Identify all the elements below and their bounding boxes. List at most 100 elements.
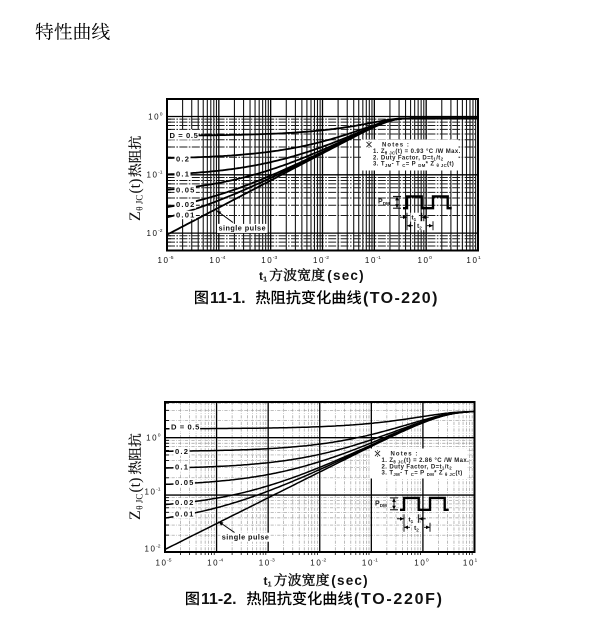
svg-text:10: 10	[209, 256, 221, 265]
svg-text:JM: JM	[393, 472, 400, 477]
svg-text:0.02: 0.02	[175, 498, 195, 507]
svg-text:-1: -1	[374, 558, 379, 564]
svg-text:= P: = P	[406, 162, 416, 168]
svg-text:10: 10	[313, 256, 325, 265]
svg-text:P: P	[378, 199, 383, 206]
svg-text:-1: -1	[377, 255, 382, 261]
svg-text:10: 10	[310, 559, 322, 568]
svg-text:DM: DM	[383, 201, 390, 206]
svg-text:= P: = P	[414, 471, 424, 477]
svg-text:θ JC: θ JC	[135, 195, 145, 211]
svg-text:-3: -3	[270, 558, 275, 564]
svg-text:2: 2	[441, 157, 444, 162]
svg-text:2: 2	[416, 527, 419, 532]
svg-text:1: 1	[478, 255, 481, 261]
svg-text:t: t	[259, 269, 263, 283]
svg-text:Z: Z	[127, 211, 144, 221]
svg-text:t: t	[414, 525, 417, 532]
svg-text:10: 10	[207, 559, 219, 568]
svg-text:(TO-220): (TO-220)	[363, 290, 439, 307]
svg-text:- T: - T	[392, 162, 401, 168]
svg-text:0.01: 0.01	[176, 211, 196, 220]
svg-text:(t): (t)	[456, 471, 463, 477]
svg-text:D = 0.5: D = 0.5	[170, 131, 199, 140]
svg-text:θ JC: θ JC	[445, 472, 456, 477]
svg-text:-2: -2	[158, 228, 163, 234]
svg-text:1: 1	[268, 580, 272, 589]
svg-text:10: 10	[158, 256, 170, 265]
svg-text:(TO-220F): (TO-220F)	[354, 591, 444, 608]
svg-text:10: 10	[148, 112, 160, 121]
svg-text:JM: JM	[385, 163, 392, 168]
svg-text:θ JC: θ JC	[385, 150, 396, 155]
svg-text:0.02: 0.02	[176, 200, 196, 209]
svg-text:3. T: 3. T	[382, 471, 394, 477]
svg-text:(t) = 0.93 °C /W Max.: (t) = 0.93 °C /W Max.	[395, 149, 460, 155]
svg-text:-4: -4	[219, 558, 224, 564]
svg-text:t: t	[411, 215, 414, 222]
svg-text:0: 0	[429, 255, 432, 261]
svg-text:0: 0	[160, 111, 163, 117]
svg-text:-1: -1	[158, 170, 163, 176]
svg-text:10: 10	[362, 559, 374, 568]
svg-text:Notes :: Notes :	[391, 452, 419, 458]
svg-text:(t): (t)	[127, 478, 144, 493]
svg-text:DM: DM	[418, 163, 426, 168]
svg-text:θ JC: θ JC	[135, 494, 145, 510]
svg-text:10: 10	[145, 488, 157, 497]
svg-text:-5: -5	[169, 255, 174, 261]
svg-text:10: 10	[261, 256, 273, 265]
svg-text:0.1: 0.1	[175, 463, 189, 472]
svg-text:10: 10	[147, 171, 159, 180]
svg-text:(t) = 2.86 °C /W Max.: (t) = 2.86 °C /W Max.	[404, 458, 469, 464]
svg-text:-2: -2	[325, 255, 330, 261]
svg-text:* Z: * Z	[434, 471, 443, 477]
svg-text:1: 1	[263, 275, 267, 284]
svg-text:1: 1	[475, 558, 478, 564]
svg-text:10: 10	[147, 229, 159, 238]
svg-text:11-1.: 11-1.	[210, 290, 246, 307]
svg-text:/t: /t	[445, 464, 449, 470]
svg-text:0.2: 0.2	[175, 447, 189, 456]
svg-text:DM: DM	[427, 472, 435, 477]
svg-text:(sec): (sec)	[327, 268, 365, 283]
svg-text:(sec): (sec)	[331, 573, 369, 588]
svg-text:-2: -2	[156, 543, 161, 549]
svg-text:11-2.: 11-2.	[201, 591, 237, 608]
svg-text:10: 10	[365, 256, 377, 265]
svg-text:-5: -5	[167, 558, 172, 564]
svg-text:10: 10	[259, 559, 271, 568]
svg-text:0: 0	[426, 558, 429, 564]
svg-text:t: t	[264, 574, 268, 588]
svg-text:0.05: 0.05	[175, 478, 195, 487]
svg-text:DM: DM	[380, 503, 387, 508]
svg-text:-4: -4	[221, 255, 226, 261]
svg-text:0.1: 0.1	[176, 170, 190, 179]
svg-text:θ JC: θ JC	[437, 163, 448, 168]
svg-text:θ JC: θ JC	[393, 459, 404, 464]
svg-text:0.2: 0.2	[176, 155, 190, 164]
svg-text:P: P	[375, 500, 380, 507]
svg-text:3. T: 3. T	[373, 162, 385, 168]
svg-text:-2: -2	[322, 558, 327, 564]
svg-text:10: 10	[145, 544, 157, 553]
svg-text:2. Duty Factor, D=t: 2. Duty Factor, D=t	[382, 464, 442, 470]
svg-text:1: 1	[411, 519, 414, 524]
svg-text:0.05: 0.05	[176, 186, 196, 195]
svg-text:2: 2	[449, 466, 452, 471]
svg-text:10: 10	[463, 559, 475, 568]
svg-text:single pulse: single pulse	[222, 532, 270, 541]
svg-text:single pulse: single pulse	[219, 224, 267, 233]
svg-text:C: C	[411, 472, 415, 477]
svg-text:10: 10	[156, 559, 168, 568]
svg-text:1. Z: 1. Z	[373, 149, 385, 155]
svg-text:t: t	[408, 516, 411, 523]
svg-text:C: C	[402, 163, 406, 168]
svg-text:* Z: * Z	[426, 162, 435, 168]
svg-text:- T: - T	[400, 471, 409, 477]
svg-text:1. Z: 1. Z	[382, 458, 394, 464]
svg-text:Notes :: Notes :	[382, 143, 410, 149]
svg-text:2: 2	[419, 226, 422, 231]
svg-text:Z: Z	[127, 510, 144, 520]
svg-text:0.01: 0.01	[175, 510, 195, 519]
